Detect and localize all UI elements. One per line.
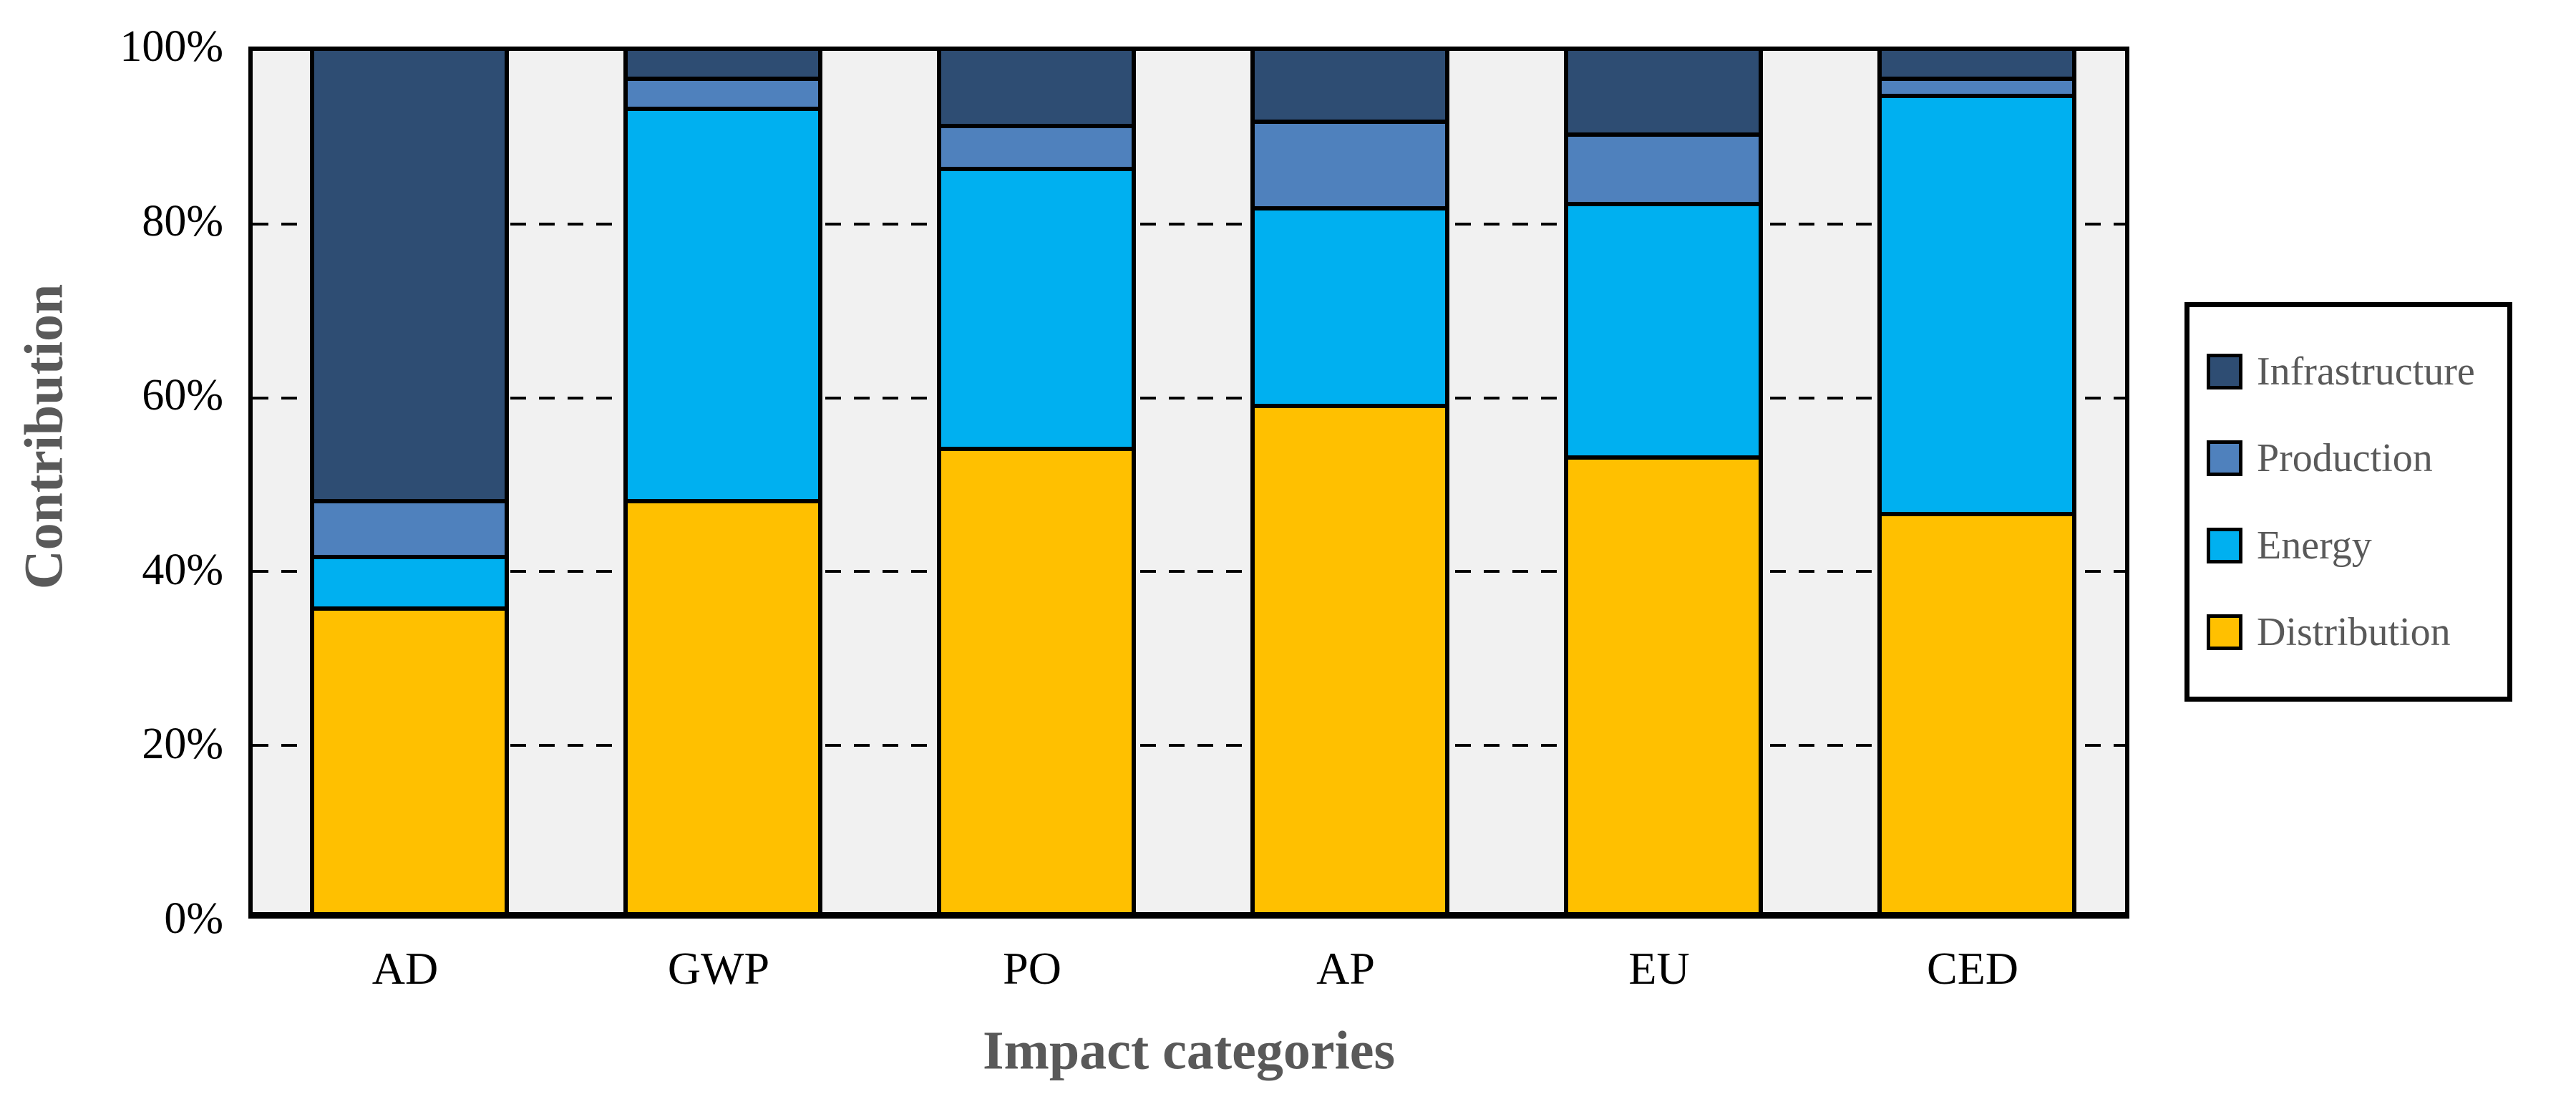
- legend: Infrastructure Production Energy Distributi…: [2184, 302, 2512, 702]
- legend-item-distribution: Distribution: [2207, 609, 2507, 655]
- x-tick-GWP: GWP: [667, 943, 770, 994]
- x-tick-EU: EU: [1628, 943, 1690, 994]
- bar-segment-EU-production: [1568, 137, 1759, 206]
- bar-segment-GWP-energy: [628, 111, 818, 503]
- y-tick-60pct: 60%: [142, 371, 223, 420]
- bar-segment-EU-distribution: [1568, 460, 1759, 912]
- bar-segment-PO-infrastructure: [941, 51, 1132, 129]
- x-axis-title: Impact categories: [982, 1020, 1396, 1081]
- x-tick-PO: PO: [1003, 943, 1061, 994]
- bar-AP: [1250, 51, 1449, 912]
- bar-segment-CED-energy: [1882, 98, 2072, 516]
- bar-segment-AP-infrastructure: [1255, 51, 1445, 125]
- y-tick-100pct: 100%: [120, 22, 223, 71]
- bar-segment-AD-infrastructure: [314, 51, 505, 503]
- gridline-40pct: [253, 570, 2125, 573]
- bar-segment-EU-infrastructure: [1568, 51, 1759, 137]
- bar-segment-GWP-production: [628, 81, 818, 112]
- bar-slot-CED: [1820, 51, 2134, 912]
- bar-segment-AD-production: [314, 503, 505, 559]
- bar-slot-GWP: [566, 51, 880, 912]
- legend-label-energy: Energy: [2257, 523, 2372, 568]
- legend-swatch-infrastructure: [2207, 353, 2242, 389]
- bar-segment-AD-energy: [314, 558, 505, 611]
- legend-swatch-production: [2207, 440, 2242, 477]
- legend-item-energy: Energy: [2207, 523, 2507, 568]
- y-tick-0pct: 0%: [164, 894, 223, 943]
- legend-label-infrastructure: Infrastructure: [2257, 349, 2475, 394]
- bar-segment-PO-production: [941, 128, 1132, 172]
- bar-segment-EU-energy: [1568, 205, 1759, 460]
- legend-label-production: Production: [2257, 436, 2433, 481]
- x-tick-CED: CED: [1927, 943, 2018, 994]
- x-tick-AD: AD: [371, 943, 439, 994]
- legend-item-production: Production: [2207, 435, 2507, 481]
- legend-item-infrastructure: Infrastructure: [2207, 349, 2507, 394]
- bar-slot-PO: [880, 51, 1193, 912]
- legend-label-distribution: Distribution: [2257, 610, 2451, 655]
- bar-segment-CED-production: [1882, 81, 2072, 99]
- bar-segment-CED-infrastructure: [1882, 51, 2072, 82]
- bar-slot-AP: [1193, 51, 1507, 912]
- bar-AD: [310, 51, 509, 912]
- gridline-20pct: [253, 744, 2125, 747]
- gridline-60pct: [253, 397, 2125, 400]
- bar-segment-PO-energy: [941, 171, 1132, 452]
- bar-PO: [937, 51, 1136, 912]
- bar-slot-AD: [253, 51, 566, 912]
- bar-CED: [1877, 51, 2076, 912]
- y-tick-80pct: 80%: [142, 197, 223, 246]
- bar-segment-AD-distribution: [314, 610, 505, 912]
- legend-swatch-distribution: [2207, 614, 2242, 651]
- gridline-80pct: [253, 223, 2125, 226]
- bar-segment-AP-energy: [1255, 210, 1445, 409]
- bar-segment-AP-production: [1255, 124, 1445, 210]
- y-tick-40pct: 40%: [142, 546, 223, 594]
- bar-segment-PO-distribution: [941, 451, 1132, 912]
- x-axis-tick-labels: AD GWP PO AP EU CED: [248, 936, 2129, 1001]
- bar-EU: [1564, 51, 1763, 912]
- bar-segment-AP-distribution: [1255, 408, 1445, 912]
- plot-area: [248, 47, 2129, 919]
- x-tick-AP: AP: [1316, 943, 1375, 994]
- bar-slot-EU: [1507, 51, 1820, 912]
- y-tick-20pct: 20%: [142, 720, 223, 768]
- bar-segment-GWP-distribution: [628, 503, 818, 912]
- bar-segment-CED-distribution: [1882, 515, 2072, 912]
- bar-GWP: [623, 51, 822, 912]
- bar-segment-GWP-infrastructure: [628, 51, 818, 82]
- legend-swatch-energy: [2207, 527, 2242, 563]
